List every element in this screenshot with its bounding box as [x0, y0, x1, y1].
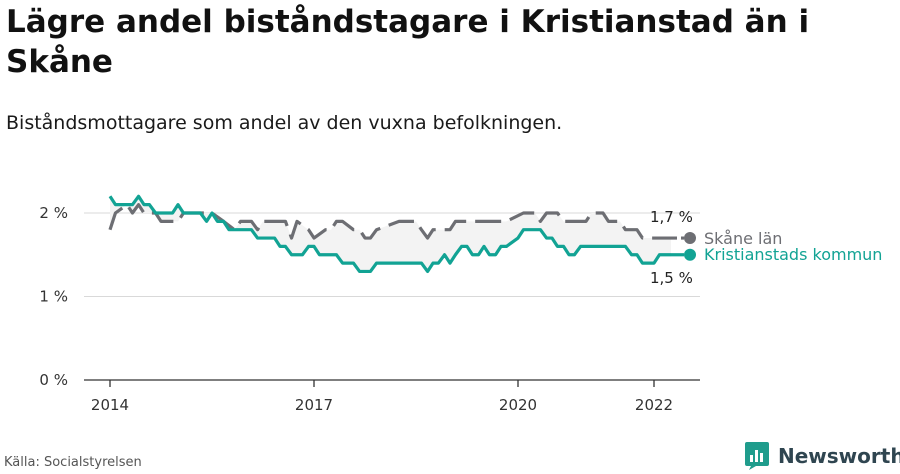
newsworthy-logo-icon — [745, 442, 769, 470]
chart-subtitle: Biståndsmottagare som andel av den vuxna… — [6, 112, 563, 134]
legend-label-kristianstad: Kristianstads kommun — [704, 245, 882, 264]
end-value-label-skane: 1,7 % — [650, 208, 693, 226]
x-tick-label: 2022 — [635, 396, 673, 414]
source-note: Källa: Socialstyrelsen — [4, 455, 142, 470]
series-kristianstad-line — [108, 194, 671, 274]
series-kristianstad-line-end-marker — [684, 248, 696, 261]
x-tick-label: 2017 — [295, 396, 333, 414]
series-gap-band — [110, 196, 671, 272]
x-tick-label: 2020 — [499, 396, 537, 414]
end-value-label-kristianstad: 1,5 % — [650, 269, 693, 287]
logo-text: Newsworthy — [778, 444, 900, 468]
x-tick-label: 2014 — [91, 396, 129, 414]
y-tick-label: 2 % — [39, 204, 68, 222]
series-skane-line-end-marker — [684, 232, 696, 245]
y-tick-label: 0 % — [39, 371, 68, 389]
legend-label-skane: Skåne län — [704, 229, 782, 248]
chart-title: Lägre andel biståndstagare i Kristiansta… — [6, 4, 810, 80]
newsworthy-logo: Newsworthy — [744, 440, 900, 472]
y-tick-label: 1 % — [39, 288, 68, 306]
